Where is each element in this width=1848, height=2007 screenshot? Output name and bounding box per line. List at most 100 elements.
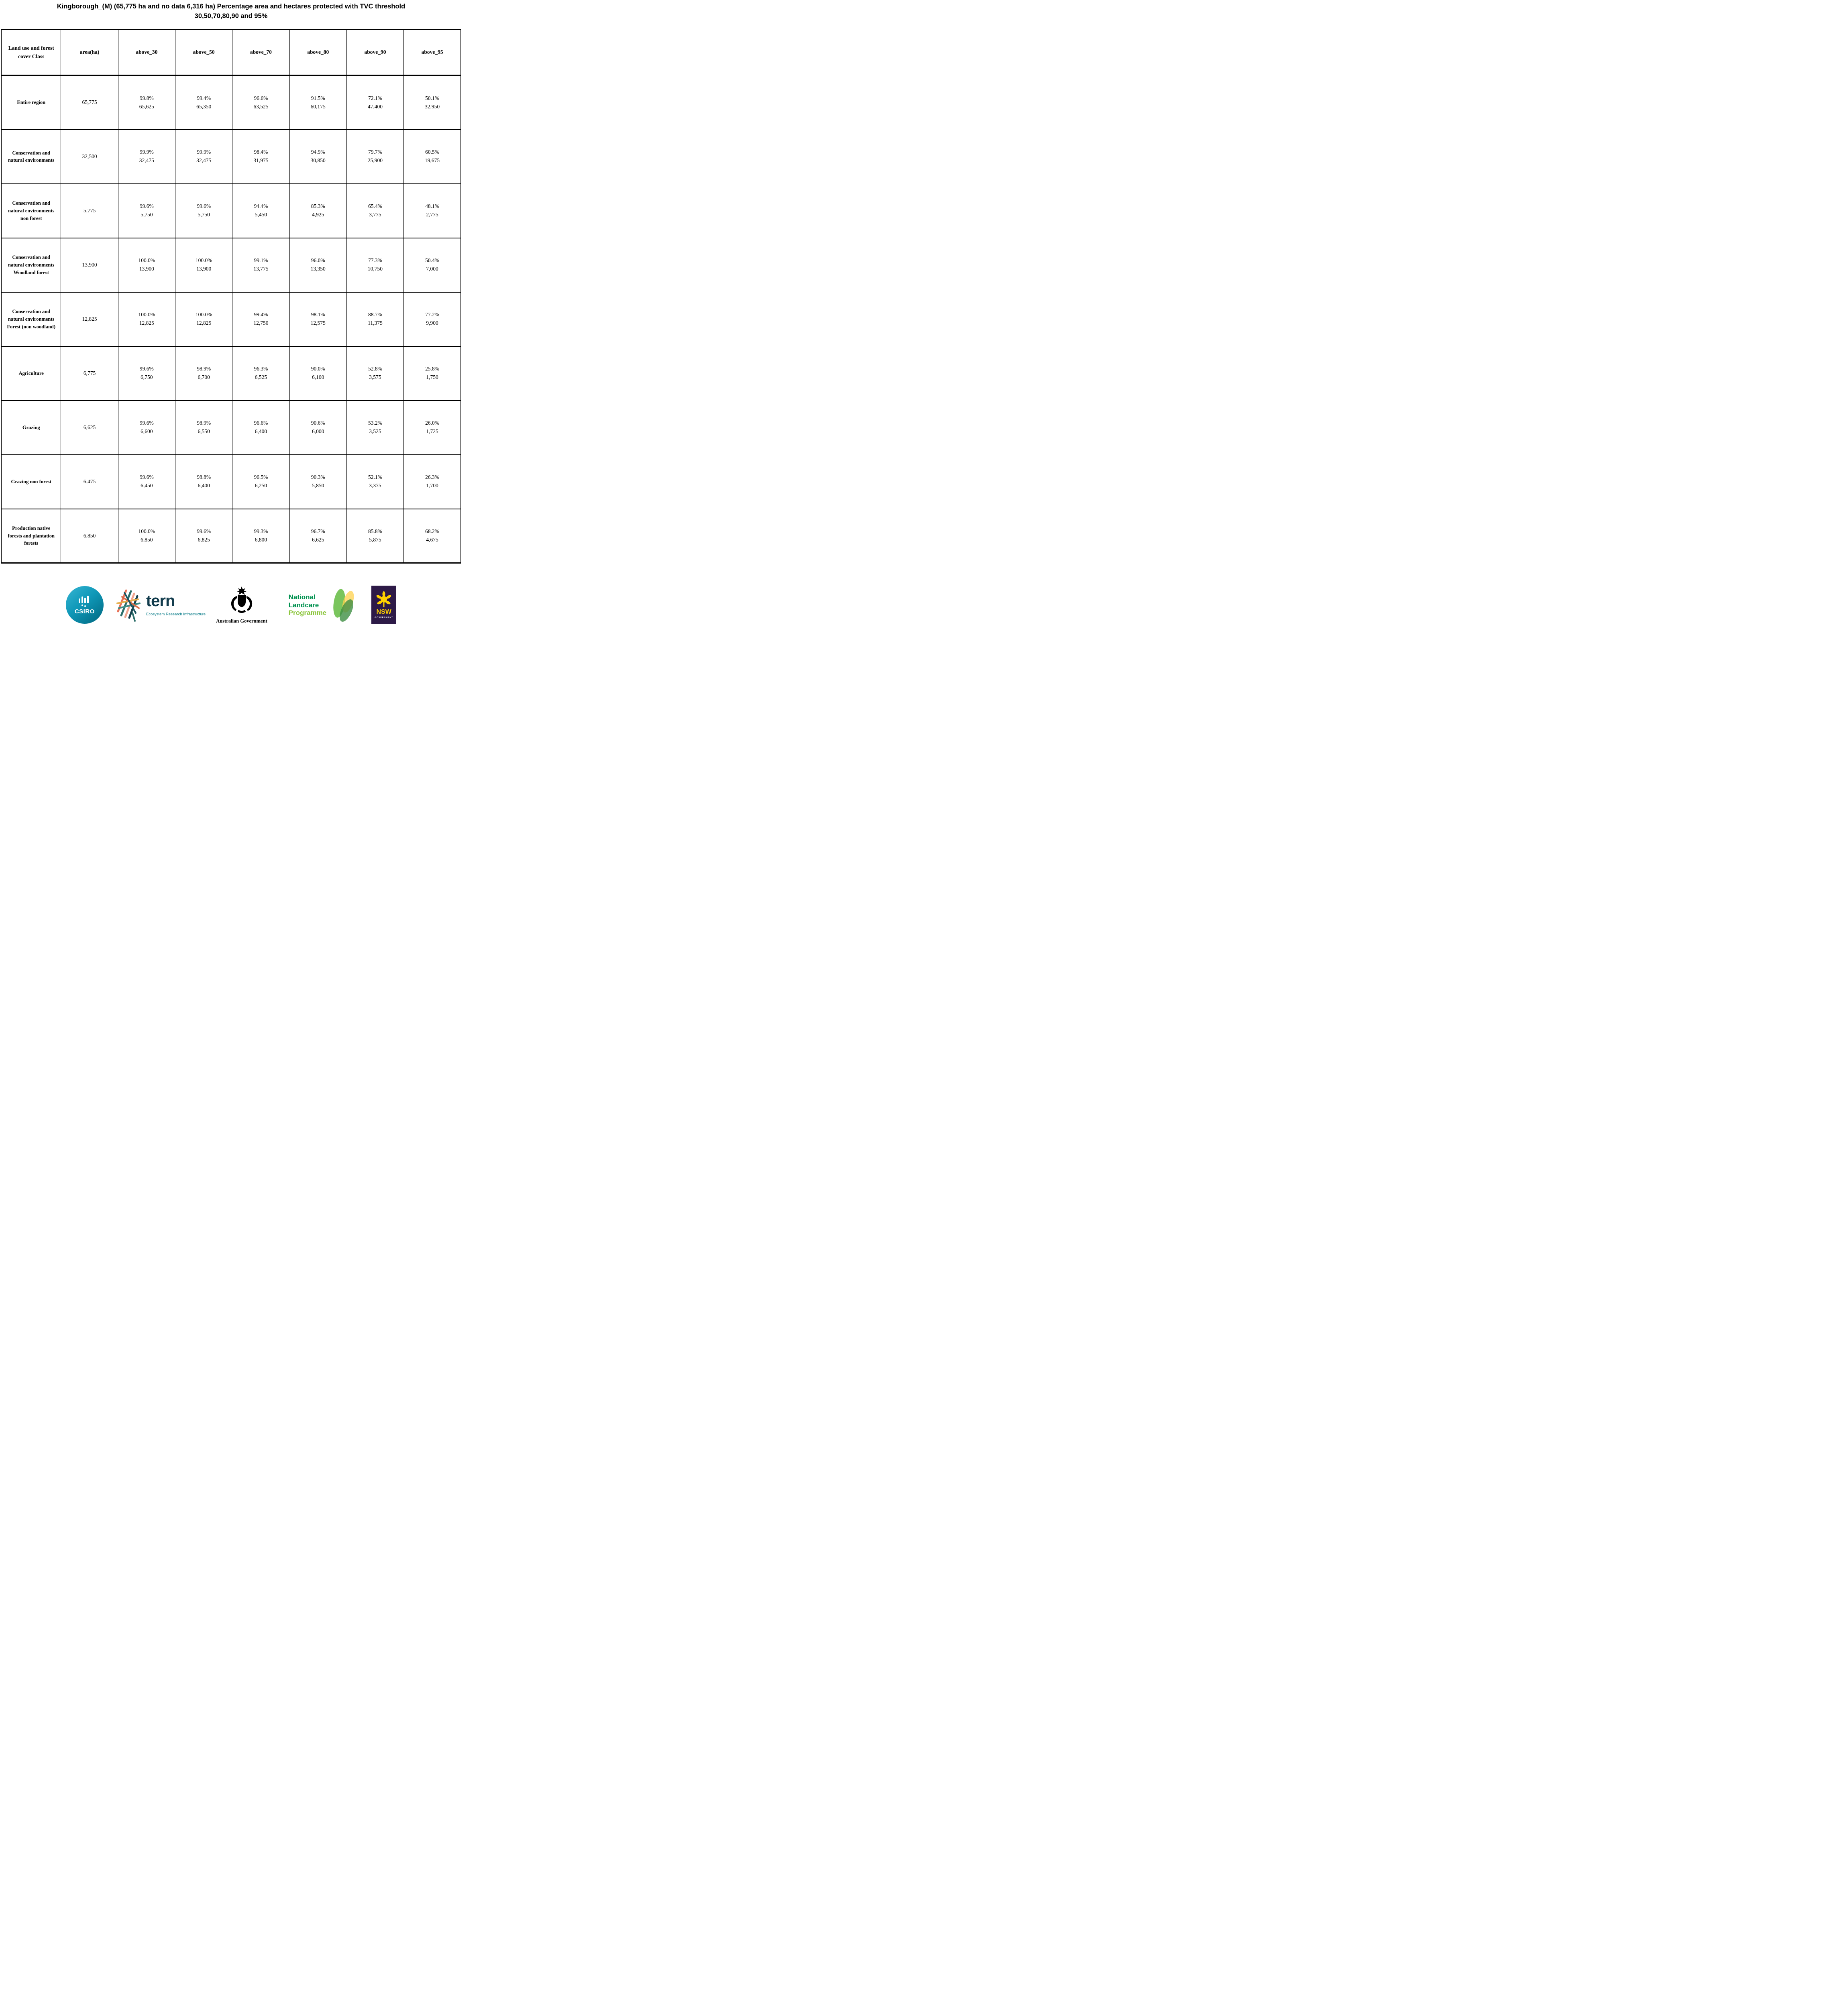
nsw-wordmark: NSW xyxy=(376,608,391,615)
cell-above95: 60.5% 19,675 xyxy=(403,129,461,184)
cell-above30: 99.9% 32,475 xyxy=(118,129,175,184)
cell-above80: 96.0% 13,350 xyxy=(289,238,347,292)
table-row: Conservation and natural environments Fo… xyxy=(1,292,461,346)
column-header-above95: above_95 xyxy=(403,29,461,75)
australian-government-wordmark: Australian Government xyxy=(216,618,267,624)
area-value: 6,775 xyxy=(61,346,118,401)
cell-above50: 98.8% 6,400 xyxy=(175,454,232,509)
cell-above80: 90.0% 6,100 xyxy=(289,346,347,401)
area-value: 6,625 xyxy=(61,400,118,455)
area-value: 6,475 xyxy=(61,454,118,509)
cell-above90: 88.7% 11,375 xyxy=(346,292,404,346)
cell-above50: 99.4% 65,350 xyxy=(175,75,232,130)
table-row: Conservation and natural environments Wo… xyxy=(1,238,461,292)
cell-above30: 99.6% 5,750 xyxy=(118,183,175,238)
tern-australia-icon xyxy=(116,589,141,622)
table-row: Entire region 65,775 99.8% 65,625 99.4% … xyxy=(1,75,461,130)
row-label: Conservation and natural environments xyxy=(1,129,61,184)
row-label: Grazing xyxy=(1,400,61,455)
header-row: Land use and forest cover Class area(ha)… xyxy=(1,29,461,75)
area-value: 6,850 xyxy=(61,509,118,563)
tern-wordmark: tern xyxy=(146,592,175,610)
table-row: Conservation and natural environments no… xyxy=(1,183,461,238)
nsw-government-logo: NSW GOVERNMENT xyxy=(371,586,397,625)
tern-text-block: tern Ecosystem Research Infrastructure xyxy=(146,592,206,617)
table-row: Grazing 6,625 99.6% 6,600 98.9% 6,550 96… xyxy=(1,400,461,455)
cell-above70: 96.6% 6,400 xyxy=(232,400,290,455)
cell-above90: 72.1% 47,400 xyxy=(346,75,404,130)
row-label: Grazing non forest xyxy=(1,454,61,509)
cell-above70: 99.4% 12,750 xyxy=(232,292,290,346)
cell-above70: 96.5% 6,250 xyxy=(232,454,290,509)
cell-above50: 98.9% 6,700 xyxy=(175,346,232,401)
cell-above50: 98.9% 6,550 xyxy=(175,400,232,455)
cell-above50: 99.9% 32,475 xyxy=(175,129,232,184)
area-value: 32,500 xyxy=(61,129,118,184)
cell-above80: 90.6% 6,000 xyxy=(289,400,347,455)
cell-above90: 85.8% 5,875 xyxy=(346,509,404,563)
cell-above30: 99.6% 6,600 xyxy=(118,400,175,455)
cell-above70: 98.4% 31,975 xyxy=(232,129,290,184)
cell-above50: 99.6% 6,825 xyxy=(175,509,232,563)
cell-above30: 99.6% 6,750 xyxy=(118,346,175,401)
table-row: Production native forests and plantation… xyxy=(1,509,461,563)
column-header-above90: above_90 xyxy=(346,29,404,75)
cell-above50: 99.6% 5,750 xyxy=(175,183,232,238)
australian-government-logo: Australian Government xyxy=(216,586,267,624)
row-label: Conservation and natural environments Wo… xyxy=(1,238,61,292)
waratah-icon xyxy=(376,591,391,607)
page-title: Kingborough_(M) (65,775 ha and no data 6… xyxy=(57,3,405,20)
cell-above30: 99.6% 6,450 xyxy=(118,454,175,509)
cell-above70: 99.1% 13,775 xyxy=(232,238,290,292)
cell-above30: 100.0% 13,900 xyxy=(118,238,175,292)
cell-above90: 52.8% 3,575 xyxy=(346,346,404,401)
cell-above50: 100.0% 12,825 xyxy=(175,292,232,346)
cell-above70: 94.4% 5,450 xyxy=(232,183,290,238)
cell-above90: 52.1% 3,375 xyxy=(346,454,404,509)
table-row: Grazing non forest 6,475 99.6% 6,450 98.… xyxy=(1,454,461,509)
area-value: 65,775 xyxy=(61,75,118,130)
column-header-area: area(ha) xyxy=(61,29,118,75)
tern-logo: tern Ecosystem Research Infrastructure xyxy=(114,587,206,623)
cell-above90: 53.2% 3,525 xyxy=(346,400,404,455)
table-row: Agriculture 6,775 99.6% 6,750 98.9% 6,70… xyxy=(1,346,461,401)
row-label: Conservation and natural environments no… xyxy=(1,183,61,238)
cell-above30: 99.8% 65,625 xyxy=(118,75,175,130)
cell-above95: 50.1% 32,950 xyxy=(403,75,461,130)
cell-above70: 99.3% 6,800 xyxy=(232,509,290,563)
area-value: 13,900 xyxy=(61,238,118,292)
landcare-word-programme: Programme xyxy=(288,609,327,617)
cell-above80: 85.3% 4,925 xyxy=(289,183,347,238)
column-header-above80: above_80 xyxy=(289,29,347,75)
landcare-word-landcare: Landcare xyxy=(288,601,319,609)
cell-above80: 90.3% 5,850 xyxy=(289,454,347,509)
column-header-above30: above_30 xyxy=(118,29,175,75)
cell-above95: 26.0% 1,725 xyxy=(403,400,461,455)
data-table: Land use and forest cover Class area(ha)… xyxy=(1,29,461,564)
csiro-wordmark: CSIRO xyxy=(74,608,95,615)
cell-above70: 96.3% 6,525 xyxy=(232,346,290,401)
cell-above90: 77.3% 10,750 xyxy=(346,238,404,292)
cell-above95: 77.2% 9,900 xyxy=(403,292,461,346)
row-label: Entire region xyxy=(1,75,61,130)
cell-above90: 65.4% 3,775 xyxy=(346,183,404,238)
area-value: 5,775 xyxy=(61,183,118,238)
report-page: Kingborough_(M) (65,775 ha and no data 6… xyxy=(0,2,462,627)
cell-above90: 79.7% 25,900 xyxy=(346,129,404,184)
column-header-class: Land use and forest cover Class xyxy=(1,29,61,75)
cell-above95: 25.8% 1,750 xyxy=(403,346,461,401)
cell-above95: 26.3% 1,700 xyxy=(403,454,461,509)
nsw-government-label: GOVERNMENT xyxy=(375,616,393,619)
row-label: Conservation and natural environments Fo… xyxy=(1,292,61,346)
cell-above30: 100.0% 12,825 xyxy=(118,292,175,346)
area-value: 12,825 xyxy=(61,292,118,346)
cell-above80: 94.9% 30,850 xyxy=(289,129,347,184)
coat-of-arms-icon xyxy=(231,586,253,613)
column-header-above70: above_70 xyxy=(232,29,290,75)
cell-above50: 100.0% 13,900 xyxy=(175,238,232,292)
csiro-logo: CSIRO xyxy=(65,586,104,624)
cell-above95: 68.2% 4,675 xyxy=(403,509,461,563)
cell-above80: 96.7% 6,625 xyxy=(289,509,347,563)
csiro-bars-icon xyxy=(78,595,89,607)
cell-above80: 91.5% 60,175 xyxy=(289,75,347,130)
